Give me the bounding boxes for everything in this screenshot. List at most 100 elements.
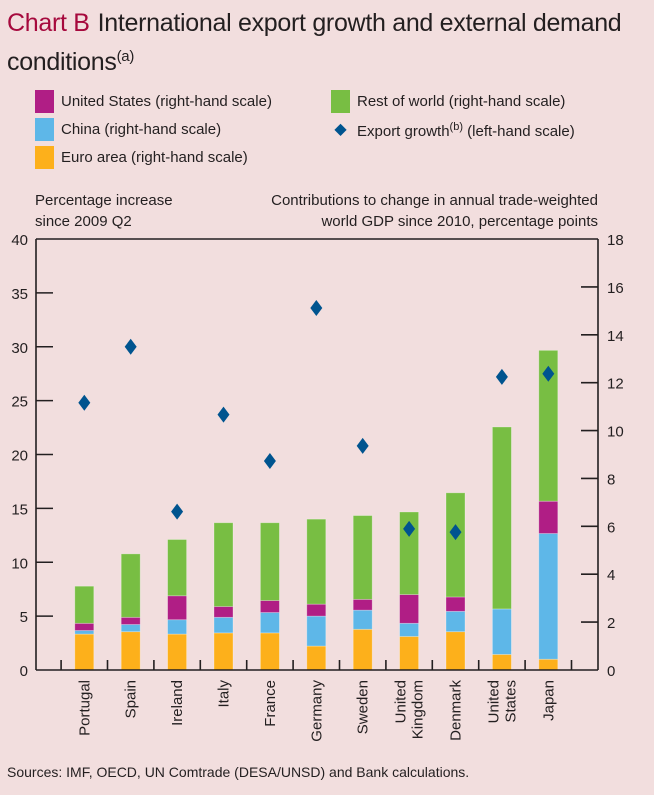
bar-segment-euro	[491, 654, 512, 671]
bar-segment-row	[538, 349, 559, 502]
bar-segment-euro	[399, 636, 420, 671]
right-axis-tick-label: 10	[607, 424, 624, 441]
left-axis-tick-label: 35	[11, 286, 28, 303]
bar-segment-row	[445, 492, 466, 598]
x-axis-category-label: Spain	[123, 680, 140, 718]
export-growth-marker	[171, 503, 184, 520]
bar-segment-euro	[538, 658, 559, 671]
export-growth-marker	[495, 368, 508, 385]
bar-segment-us	[74, 622, 95, 631]
category-label-line: Portugal	[76, 680, 93, 736]
legend-label-export: Export growth(b) (left-hand scale)	[357, 121, 575, 140]
legend-swatch-euro	[35, 146, 54, 169]
category-label-line: United	[485, 680, 502, 723]
bar-segment-row	[167, 539, 188, 597]
x-axis-category-label: Japan	[540, 680, 557, 721]
x-axis-category-label: United States	[485, 680, 519, 723]
legend-label-us: United States (right-hand scale)	[61, 92, 272, 110]
right-axis-tick-label: 18	[607, 232, 624, 249]
title-footnote-marker: (a)	[116, 48, 135, 65]
category-label-line: France	[262, 680, 279, 727]
legend-item-china: China (right-hand scale)	[35, 118, 221, 141]
bar-segment-china	[445, 610, 466, 633]
category-label-line: Sweden	[355, 680, 372, 734]
legend-swatch-china	[35, 118, 54, 141]
legend-item-row: Rest of world (right-hand scale)	[331, 90, 565, 113]
export-growth-marker	[217, 406, 230, 423]
export-growth-marker	[124, 338, 137, 355]
bar-segment-row	[399, 511, 420, 595]
bar-segment-china	[213, 616, 234, 634]
bar-segment-row	[259, 522, 280, 601]
legend-swatch-us	[35, 90, 54, 113]
chart-title-text: International export growth and external…	[7, 9, 622, 76]
bar-segment-us	[306, 603, 327, 617]
left-axis-tick-label: 25	[11, 394, 28, 411]
legend-item-euro: Euro area (right-hand scale)	[35, 146, 248, 169]
x-axis-category-label: United Kingdom	[393, 680, 427, 739]
export-growth-marker	[542, 365, 555, 382]
x-axis-category-label: France	[262, 680, 279, 727]
right-axis-title: Contributions to change in annual trade-…	[271, 192, 598, 230]
export-growth-marker	[78, 394, 91, 411]
category-label-line: Spain	[123, 680, 140, 718]
category-label-line: Kingdom	[410, 680, 427, 739]
right-axis-tick-label: 14	[607, 328, 624, 345]
category-label-line: Italy	[216, 680, 233, 708]
legend-item-export: ◆ Export growth(b) (left-hand scale)	[331, 117, 575, 142]
bar-segment-euro	[167, 633, 188, 671]
legend-label-row: Rest of world (right-hand scale)	[357, 92, 566, 110]
bar-segment-china	[74, 630, 95, 635]
left-axis-tick-label: 10	[11, 555, 28, 572]
legend-diamond-icon: ◆	[334, 120, 347, 138]
category-label-line: United	[393, 680, 410, 723]
category-label-line: Germany	[308, 680, 325, 742]
sources-note: Sources: IMF, OECD, UN Comtrade (DESA/UN…	[7, 764, 470, 780]
x-axis-category-label: Portugal	[76, 680, 93, 736]
bar-segment-euro	[120, 631, 141, 671]
bar-segment-row	[491, 426, 512, 610]
left-axis-tick-label: 0	[20, 663, 28, 680]
bar-segment-us	[352, 598, 373, 611]
bar-segment-us	[259, 600, 280, 613]
x-axis-category-label: Denmark	[448, 680, 465, 741]
bar-segment-china	[399, 622, 420, 637]
legend-label-china: China (right-hand scale)	[61, 120, 222, 138]
left-axis-tick-label: 30	[11, 340, 28, 357]
legend-item-us: United States (right-hand scale)	[35, 90, 272, 113]
bar-segment-row	[120, 553, 141, 618]
bar-segment-china	[120, 624, 141, 633]
right-axis-tick-label: 0	[607, 663, 615, 680]
category-label-line: Denmark	[448, 680, 465, 741]
right-axis-tick-label: 12	[607, 376, 624, 393]
category-label-line: Ireland	[169, 680, 186, 726]
right-axis-tick-label: 2	[607, 615, 615, 632]
bar-segment-us	[167, 595, 188, 621]
bar-segment-china	[167, 619, 188, 635]
x-axis-category-label: Germany	[308, 680, 325, 742]
left-axis-tick-label: 15	[11, 501, 28, 518]
bar-segment-china	[306, 615, 327, 647]
legend-label-euro: Euro area (right-hand scale)	[61, 148, 248, 166]
bar-segment-china	[538, 533, 559, 660]
export-growth-marker	[263, 452, 276, 469]
right-axis-tick-label: 8	[607, 471, 615, 488]
bar-segment-euro	[259, 632, 280, 671]
bar-segment-us	[445, 596, 466, 612]
bar-segment-us	[399, 594, 420, 624]
bar-segment-euro	[213, 632, 234, 671]
export-growth-marker	[403, 520, 416, 537]
bar-segment-us	[120, 616, 141, 625]
bar-segment-euro	[74, 633, 95, 671]
category-label-line: States	[502, 680, 519, 723]
right-axis-tick-label: 16	[607, 280, 624, 297]
bar-segment-china	[352, 609, 373, 630]
bar-segment-row	[213, 522, 234, 607]
category-label-line: Japan	[540, 680, 557, 721]
bar-segment-euro	[352, 628, 373, 671]
legend-swatch-row	[331, 90, 350, 113]
x-axis-category-label: Italy	[216, 680, 233, 708]
export-growth-marker	[310, 299, 323, 316]
bar-segment-china	[259, 612, 280, 634]
